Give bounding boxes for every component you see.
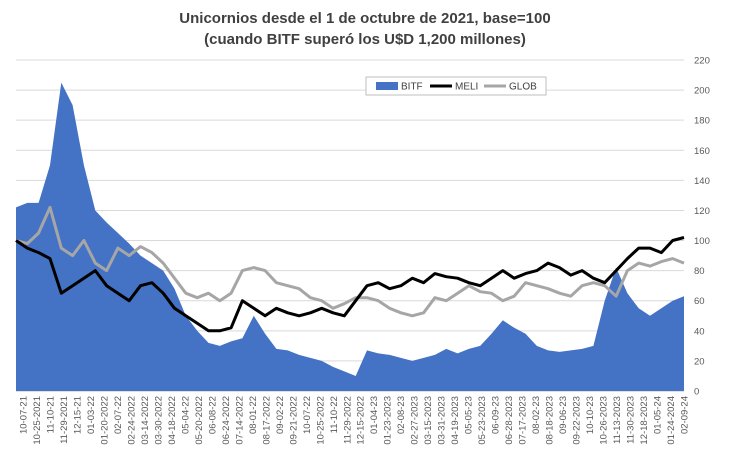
x-tick-label: 05-05-23 xyxy=(464,396,475,434)
x-tick-label: 08-18-2023 xyxy=(545,396,556,445)
x-tick-label: 09-06-23 xyxy=(558,396,569,434)
x-tick-label: 06-08-22 xyxy=(207,396,218,434)
x-tick-label: 10-26-2023 xyxy=(599,396,610,445)
y-tick-label: 100 xyxy=(694,236,710,247)
x-tick-label: 06-24-2022 xyxy=(221,396,232,445)
x-tick-label: 06-09-23 xyxy=(491,396,502,434)
x-tick-label: 09-22-2023 xyxy=(572,396,583,445)
y-tick-label: 0 xyxy=(694,387,699,398)
y-tick-label: 220 xyxy=(694,56,710,67)
legend-label-bitf: BITF xyxy=(401,82,423,93)
x-tick-label: 01-04-23 xyxy=(369,396,380,434)
y-axis: 0 20 40 60 80 100 120 140 160 180 200 220 xyxy=(694,56,710,398)
x-tick-label: 09-21-2022 xyxy=(288,396,299,445)
x-tick-label: 01-20-2022 xyxy=(99,396,110,445)
legend: BITF MELI GLOB xyxy=(365,76,547,96)
x-tick-label: 05-20-2022 xyxy=(194,396,205,445)
x-tick-label: 08-02-23 xyxy=(531,396,542,434)
x-tick-label: 01-24-2024 xyxy=(666,396,677,445)
series-bitf-area xyxy=(16,82,684,391)
x-tick-label: 11-29-2022 xyxy=(342,396,353,444)
x-tick-label: 02-27-2023 xyxy=(410,396,421,445)
x-tick-label: 10-07-22 xyxy=(302,396,313,434)
y-tick-label: 160 xyxy=(694,146,710,157)
x-tick-label: 12-15-2022 xyxy=(356,396,367,445)
x-tick-label: 11-13-2023 xyxy=(612,396,623,444)
x-tick-label: 05-23-2023 xyxy=(477,396,488,445)
x-tick-label: 01-23-2023 xyxy=(383,396,394,445)
y-tick-label: 20 xyxy=(694,356,705,367)
x-tick-label: 11-10-21 xyxy=(46,396,57,433)
y-tick-label: 180 xyxy=(694,116,710,127)
series-lines-group xyxy=(15,205,685,333)
x-tick-label: 11-29-2021 xyxy=(59,396,70,444)
x-tick-label: 03-31-2023 xyxy=(437,396,448,445)
x-tick-label: 07-17-2023 xyxy=(518,396,529,445)
x-tick-label: 02-24-2022 xyxy=(126,396,137,445)
x-tick-label: 01-03-22 xyxy=(86,396,97,434)
legend-label-glob: GLOB xyxy=(509,82,537,93)
y-tick-label: 200 xyxy=(694,86,710,97)
y-tick-label: 140 xyxy=(694,176,710,187)
x-tick-label: 01-05-24 xyxy=(653,396,664,434)
x-tick-label: 02-08-23 xyxy=(396,396,407,434)
legend-swatch-bitf xyxy=(376,82,398,90)
chart-title: Unicornios desde el 1 de octubre de 2021… xyxy=(179,10,551,27)
x-tick-label: 04-19-2023 xyxy=(450,396,461,445)
x-tick-label: 08-17-2022 xyxy=(261,396,272,445)
x-tick-label: 05-04-22 xyxy=(180,396,191,434)
x-tick-label: 12-15-21 xyxy=(73,396,84,434)
x-tick-label: 08-01-22 xyxy=(248,396,259,434)
y-tick-label: 40 xyxy=(694,326,705,337)
x-tick-label: 06-28-2023 xyxy=(504,396,515,445)
legend-label-meli: MELI xyxy=(455,82,478,93)
series-meli-line xyxy=(15,236,685,333)
x-tick-label: 10-10-23 xyxy=(585,396,596,434)
chart-subtitle: (cuando BITF superó los U$D 1,200 millon… xyxy=(204,31,526,48)
x-tick-label: 02-07-22 xyxy=(113,396,124,434)
x-tick-label: 11-30-2023 xyxy=(626,396,637,444)
y-tick-label: 120 xyxy=(694,206,710,217)
x-tick-label: 11-10-22 xyxy=(329,396,340,433)
x-tick-label: 02-09-24 xyxy=(680,396,691,434)
x-tick-label: 12-18-2023 xyxy=(639,396,650,445)
x-axis: 10-07-21 10-25-2021 11-10-21 11-29-2021 12-1… xyxy=(19,396,691,445)
x-tick-label: 09-02-22 xyxy=(275,396,286,434)
y-tick-label: 80 xyxy=(694,266,705,277)
series-glob-line xyxy=(15,205,685,318)
x-tick-label: 07-14-2022 xyxy=(234,396,245,445)
y-tick-label: 60 xyxy=(694,296,705,307)
bitf-area-group xyxy=(16,82,684,391)
x-tick-label: 03-14-2022 xyxy=(140,396,151,445)
x-tick-label: 03-15-2023 xyxy=(423,396,434,445)
x-tick-label: 10-25-2021 xyxy=(32,396,43,445)
legend-box xyxy=(365,76,547,96)
x-tick-label: 10-25-2022 xyxy=(315,396,326,445)
x-tick-label: 04-18-2022 xyxy=(167,396,178,445)
x-tick-label: 03-30-2022 xyxy=(153,396,164,445)
x-tick-label: 10-07-21 xyxy=(19,396,30,434)
